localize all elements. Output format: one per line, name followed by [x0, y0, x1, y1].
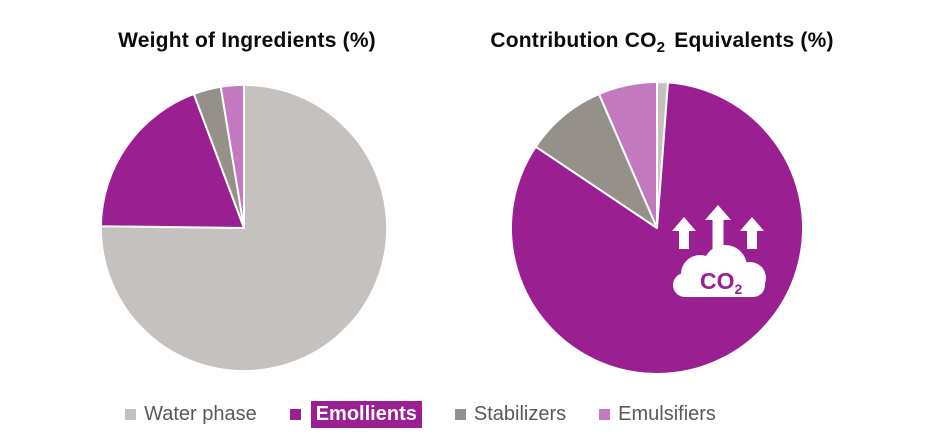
right-title-suffix: Equivalents (%)	[668, 29, 834, 52]
right-chart-title: Contribution CO2 Equivalents (%)	[462, 29, 862, 56]
co2-cloud-icon: CO2	[672, 205, 766, 297]
pie-slice-stabilizers	[534, 93, 658, 229]
pie-slice-emollients	[99, 93, 245, 229]
emulsifiers-swatch	[599, 408, 611, 420]
legend-label-emulsifiers: Emulsifiers	[618, 403, 716, 425]
pie-slice-water-phase	[99, 83, 389, 373]
weight-pie-chart	[99, 83, 389, 373]
right-title-subscript: 2	[656, 39, 666, 57]
up-arrow-icon	[740, 217, 764, 249]
up-arrow-icon	[705, 205, 731, 249]
stabilizers-swatch	[454, 408, 466, 420]
legend: Water phase Emollients Stabilizers Emuls…	[0, 399, 890, 429]
legend-item-water-phase: Water phase	[125, 402, 257, 426]
pie-slice-emulsifiers	[598, 81, 658, 229]
emollients-swatch	[289, 408, 301, 420]
co2-pie-slices	[510, 80, 804, 375]
right-title-prefix: Contribution CO	[490, 29, 657, 52]
left-chart-title: Weight of Ingredients (%)	[118, 29, 376, 52]
pie-slice-emulsifiers	[219, 83, 245, 229]
co2-label: CO2	[700, 268, 743, 297]
legend-item-stabilizers: Stabilizers	[454, 402, 567, 426]
legend-item-emulsifiers: Emulsifiers	[599, 402, 716, 426]
legend-item-emollients: Emollients	[289, 400, 422, 428]
up-arrow-icon	[672, 217, 696, 249]
legend-label-emollients: Emollients	[310, 400, 422, 428]
water-phase-swatch	[125, 408, 137, 420]
cloud-shape	[673, 245, 766, 297]
weight-pie-slices	[99, 83, 389, 373]
legend-label-water-phase: Water phase	[144, 403, 257, 425]
co2-pie-chart: CO2	[510, 80, 804, 375]
legend-label-stabilizers: Stabilizers	[473, 403, 567, 425]
